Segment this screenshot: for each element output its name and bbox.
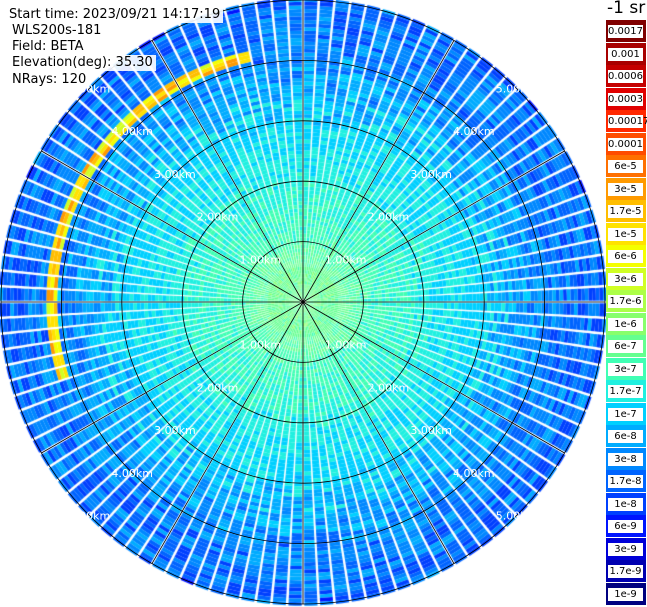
azimuth-line: [302, 150, 565, 303]
start-time-label: Start time: 2023/09/21 14:17:19: [9, 7, 224, 23]
colorbar-swatch: 1e-9: [606, 582, 646, 605]
colorbar-tick-label: 1.7e-5: [608, 205, 643, 218]
colorbar-tick-label: 1.7e-6: [608, 295, 643, 308]
colorbar-swatch: 6e-9: [606, 515, 646, 537]
colorbar-tick-label: 0.001: [608, 47, 643, 61]
colorbar-swatch: 1.7e-8: [606, 470, 646, 492]
range-ring-overlay: 1.00km 1.00km 1.00km 1.00km 2.00km 2.00km 2.00…: [0, 0, 606, 605]
range-ring-label: 2.00km: [197, 211, 239, 224]
range-ring-label: 4.00km: [111, 467, 153, 480]
range-ring-label: 1.00km: [240, 339, 282, 352]
colorbar-swatch: 3e-6: [606, 267, 646, 290]
colorbar-swatch: 1e-7: [606, 402, 646, 425]
range-ring-label: 3.00km: [154, 424, 196, 437]
range-ring-label: 3.00km: [410, 424, 452, 437]
colorbar-swatch: 1e-5: [606, 222, 646, 245]
range-ring-label: 1.00km: [325, 339, 367, 352]
range-ring-label: 3.00km: [154, 168, 196, 181]
colorbar-tick-label: 1.7e-8: [608, 475, 643, 488]
colorbar-tick-label: 0.0006: [608, 70, 643, 83]
colorbar-swatch: 1.7e-6: [606, 290, 646, 312]
colorbar: 0.0017 0.001 0.0006 0.0003 0.00017 0.0001 6e-5…: [606, 20, 647, 606]
colorbar-swatch: 6e-7: [606, 335, 646, 357]
colorbar-tick-label: 1e-5: [608, 227, 643, 241]
azimuth-line: [302, 40, 455, 303]
field-label: Field: BETA: [12, 39, 87, 55]
range-ring-label: 5.00km: [496, 510, 538, 523]
colorbar-tick-label: 3e-9: [608, 542, 643, 556]
azimuth-line: [151, 40, 304, 303]
colorbar-unit-label: -1 sr: [607, 0, 647, 18]
azimuth-line: [41, 150, 304, 303]
nrays-label: NRays: 120: [12, 72, 90, 88]
elevation-label: Elevation(deg): 35.30: [12, 55, 156, 71]
colorbar-swatch: 0.0017: [606, 20, 646, 42]
colorbar-tick-label: 1.7e-9: [608, 565, 643, 578]
colorbar-tick-label: 3e-7: [608, 362, 643, 376]
colorbar-swatch: 1.7e-9: [606, 560, 646, 582]
colorbar-swatch: 3e-7: [606, 357, 646, 380]
colorbar-tick-label: 6e-6: [608, 250, 643, 263]
colorbar-swatch: 6e-5: [606, 155, 646, 177]
colorbar-tick-label: 1e-8: [608, 497, 643, 511]
colorbar-swatch: 3e-9: [606, 537, 646, 560]
colorbar-swatch: 1.7e-7: [606, 380, 646, 402]
colorbar-swatch: 1e-6: [606, 312, 646, 335]
azimuth-line: [302, 301, 565, 454]
colorbar-tick-label: 3e-5: [608, 182, 643, 196]
range-ring-label: 5.00km: [69, 510, 111, 523]
colorbar-tick-label: 3e-6: [608, 272, 643, 286]
colorbar-swatch: 3e-8: [606, 447, 646, 470]
range-ring-label: 4.00km: [453, 467, 495, 480]
colorbar-tick-label: 0.0003: [608, 92, 643, 106]
colorbar-tick-label: 0.0017: [608, 25, 643, 38]
colorbar-tick-label: 6e-8: [608, 430, 643, 443]
colorbar-swatch: 0.00017: [606, 110, 647, 132]
colorbar-swatch: 3e-5: [606, 177, 646, 200]
colorbar-tick-label: 3e-8: [608, 452, 643, 466]
range-ring-label: 3.00km: [410, 168, 452, 181]
instrument-label: WLS200s-181: [12, 23, 105, 39]
azimuth-line: [151, 301, 304, 564]
colorbar-swatch: 1e-8: [606, 492, 646, 515]
range-ring-label: 4.00km: [453, 125, 495, 138]
colorbar-swatch: 0.0003: [606, 87, 646, 110]
colorbar-tick-label: 0.00017: [608, 115, 647, 128]
colorbar-swatch: 6e-6: [606, 245, 646, 267]
colorbar-tick-label: 1.7e-7: [608, 385, 643, 398]
range-ring-label: 2.00km: [368, 211, 410, 224]
colorbar-swatch: 0.001: [606, 42, 646, 65]
range-ring-label: 1.00km: [325, 253, 367, 266]
range-ring-label: 2.00km: [197, 381, 239, 394]
colorbar-swatch: 0.0001: [606, 132, 646, 155]
range-ring-label: 1.00km: [240, 253, 282, 266]
colorbar-tick-label: 1e-7: [608, 407, 643, 421]
colorbar-tick-label: 1e-6: [608, 317, 643, 331]
colorbar-swatch: 6e-8: [606, 425, 646, 447]
range-ring-label: 5.00km: [496, 82, 538, 95]
colorbar-tick-label: 6e-5: [608, 160, 643, 173]
colorbar-tick-label: 1e-9: [608, 587, 643, 601]
azimuth-line: [41, 301, 304, 454]
range-ring-label: 2.00km: [368, 381, 410, 394]
azimuth-line: [302, 301, 455, 564]
range-ring-label: 4.00km: [111, 125, 153, 138]
colorbar-tick-label: 6e-9: [608, 520, 643, 533]
colorbar-swatch: 0.0006: [606, 65, 646, 87]
colorbar-swatch: 1.7e-5: [606, 200, 646, 222]
colorbar-tick-label: 6e-7: [608, 340, 643, 353]
colorbar-tick-label: 0.0001: [608, 137, 643, 151]
